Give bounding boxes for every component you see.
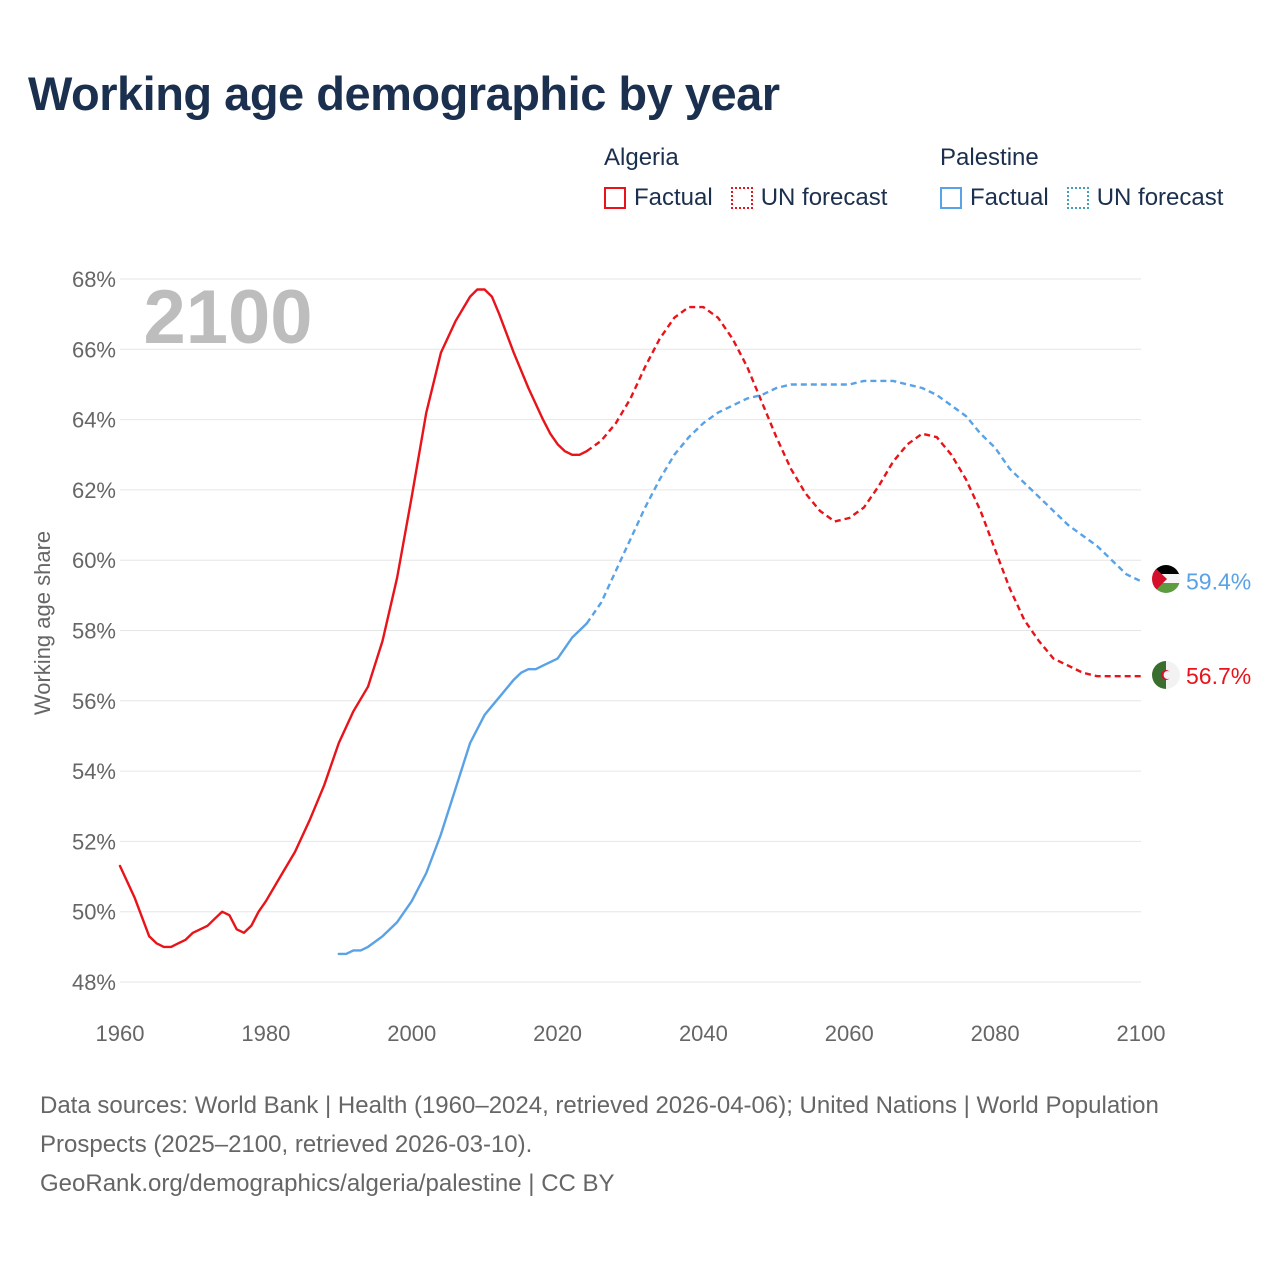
y-tick-label: 60% [72,548,116,573]
y-tick-label: 56% [72,689,116,714]
chart-title: Working age demographic by year [28,67,780,120]
grid-layer [120,278,1141,983]
y-tick-label: 58% [72,619,116,644]
y-tick-label: 48% [72,970,116,995]
algeria-factual-line[interactable] [118,288,588,949]
axis-layer: 48% 50% 52% 54% 56% 58% 60% 62% 64% 66% 68% 1960 198… [72,267,1166,1046]
attribution-link[interactable]: GeoRank.org/demographics/algeria/palesti… [40,1170,615,1197]
legend-label: UN forecast [760,184,888,211]
end-label-layer: 56.7% 59.4% [1186,568,1251,689]
x-tick-label: 2080 [971,1021,1020,1046]
legend-swatch-dotted [1066,187,1089,209]
x-tick-label: 2060 [825,1021,874,1046]
x-tick-label: 2020 [533,1021,582,1046]
x-tick-label: 2100 [1117,1021,1166,1046]
legend-swatch-solid [604,187,626,209]
legend-item-algeria-factual[interactable]: Factual [604,184,713,212]
y-tick-label: 64% [72,408,116,433]
legend-swatch-dotted [730,187,753,209]
line-chart: 48% 50% 52% 54% 56% 58% 60% 62% 64% 66% 68% 1960 198… [30,267,1251,1046]
year-watermark: 2100 [143,275,312,360]
palestine-forecast-line[interactable] [585,379,1142,625]
legend-item-algeria-forecast[interactable]: UN forecast [730,184,888,212]
x-tick-label: 1960 [96,1021,145,1046]
legend-group-palestine: Palestine Factual UN forecast [940,144,1241,212]
legend-label: Factual [634,184,713,211]
palestine-factual-line[interactable] [337,622,588,956]
y-tick-label: 66% [72,337,116,362]
x-tick-label: 2040 [679,1021,728,1046]
y-tick-label: 54% [72,759,116,784]
series-layer [118,288,1142,956]
algeria-forecast-line[interactable] [585,305,1141,678]
y-tick-label: 50% [72,900,116,925]
legend-swatch-solid [940,187,962,209]
y-axis-label: Working age share [30,531,55,715]
algeria-flag-icon [1152,661,1180,689]
y-tick-label: 52% [72,829,116,854]
legend-group-algeria: Algeria Factual UN forecast [604,144,905,212]
x-tick-label: 1980 [241,1021,290,1046]
algeria-end-value-label: 56.7% [1186,663,1251,689]
legend-item-palestine-factual[interactable]: Factual [940,184,1049,212]
legend-group-title: Algeria [604,144,679,171]
palestine-flag-icon [1152,565,1180,593]
x-tick-label: 2000 [387,1021,436,1046]
legend-item-palestine-forecast[interactable]: UN forecast [1066,184,1224,212]
data-sources-text: Data sources: World Bank | Health (1960–… [40,1092,1159,1158]
y-tick-label: 68% [72,267,116,292]
legend-label: Factual [970,184,1049,211]
legend-label: UN forecast [1096,184,1224,211]
legend-group-title: Palestine [940,144,1039,171]
footer: Data sources: World Bank | Health (1960–… [40,1086,1220,1203]
y-tick-label: 62% [72,478,116,503]
palestine-end-value-label: 59.4% [1186,568,1251,594]
